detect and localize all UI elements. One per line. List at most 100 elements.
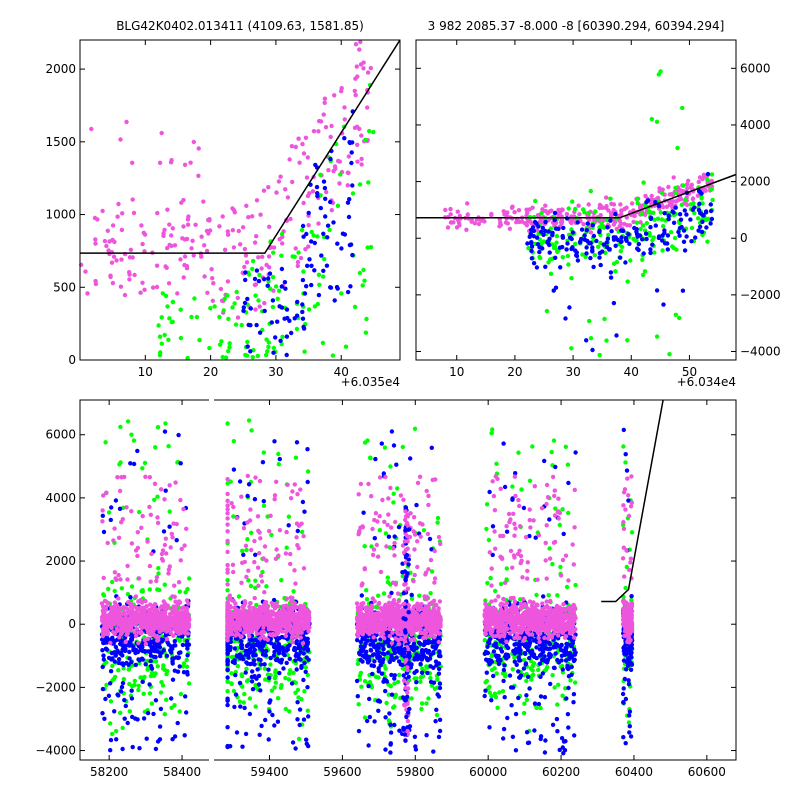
bottom-point-blue bbox=[372, 652, 377, 657]
bottom-point-blue bbox=[272, 439, 277, 444]
bottom-point-magenta bbox=[121, 623, 126, 629]
bottom-point-blue bbox=[432, 640, 438, 645]
bottom-point-magenta bbox=[115, 612, 121, 617]
top-left-point-green bbox=[250, 258, 256, 264]
top-left-point-blue bbox=[243, 270, 248, 275]
top-right-point-green bbox=[651, 235, 656, 240]
top-right-point-blue bbox=[611, 300, 617, 306]
bottom-point-magenta bbox=[142, 618, 147, 623]
top-left-point-magenta bbox=[120, 211, 125, 216]
bottom-point-blue bbox=[388, 730, 394, 735]
top-left-point-magenta bbox=[253, 307, 258, 312]
bottom-point-green bbox=[374, 605, 380, 610]
bottom-point-magenta bbox=[127, 626, 132, 631]
bottom-point-magenta bbox=[129, 541, 135, 546]
top-right-model-line bbox=[416, 173, 737, 219]
bottom-point-magenta bbox=[148, 512, 153, 517]
bottom-point-magenta bbox=[233, 601, 238, 606]
bottom-point-blue bbox=[110, 656, 115, 661]
top-right-point-blue bbox=[677, 233, 682, 238]
bottom-point-magenta bbox=[181, 629, 186, 634]
bottom-point-magenta bbox=[269, 624, 275, 629]
top-left-point-blue bbox=[316, 292, 322, 298]
top-right-point-green bbox=[654, 334, 660, 339]
bottom-point-magenta bbox=[229, 501, 234, 506]
top-right-point-green bbox=[634, 196, 640, 202]
top-right-point-blue bbox=[529, 240, 534, 245]
bottom-point-blue bbox=[305, 636, 310, 641]
top-right-point-magenta bbox=[673, 199, 679, 204]
top-right-ytick-label: −4000 bbox=[740, 345, 781, 359]
bottom-point-blue bbox=[256, 673, 262, 679]
top-right-point-blue bbox=[636, 241, 641, 247]
top-right-point-blue bbox=[546, 229, 551, 234]
bottom-point-blue bbox=[296, 654, 301, 659]
top-right-point-blue bbox=[574, 250, 579, 255]
bottom-point-green bbox=[110, 579, 115, 585]
top-right-point-green bbox=[541, 239, 546, 244]
top-right-point-magenta bbox=[528, 219, 533, 224]
top-left-point-green bbox=[352, 304, 358, 310]
top-right-point-green bbox=[560, 255, 565, 260]
bottom-point-magenta bbox=[108, 640, 113, 646]
top-left-title: BLG42K0402.013411 (4109.63, 1581.85) bbox=[116, 19, 364, 33]
top-right-xtick-label: 20 bbox=[507, 365, 522, 379]
bottom-point-green bbox=[287, 668, 293, 673]
bottom-point-blue bbox=[175, 669, 181, 674]
top-left-point-green bbox=[170, 299, 176, 305]
bottom-point-blue bbox=[296, 642, 301, 648]
bottom-point-blue bbox=[437, 650, 442, 655]
top-right-point-magenta bbox=[588, 230, 594, 235]
bottom-point-blue bbox=[277, 456, 282, 462]
top-right-point-green bbox=[587, 318, 592, 324]
bottom-point-green bbox=[172, 703, 177, 708]
bottom-point-magenta bbox=[245, 473, 250, 479]
bottom-point-magenta bbox=[225, 498, 230, 503]
top-left-point-blue bbox=[350, 183, 355, 188]
top-right-point-blue bbox=[543, 228, 548, 234]
bottom-point-blue bbox=[108, 681, 113, 686]
top-left-point-blue bbox=[271, 350, 276, 355]
bottom-point-green bbox=[147, 691, 153, 696]
bottom-point-blue bbox=[271, 653, 277, 658]
top-right-point-magenta bbox=[700, 176, 705, 182]
bottom-point-magenta bbox=[225, 567, 230, 572]
bottom-point-magenta bbox=[136, 640, 141, 646]
top-left-point-magenta bbox=[361, 66, 366, 71]
bottom-point-magenta bbox=[138, 608, 143, 614]
bottom-point-blue bbox=[184, 638, 190, 644]
bottom-point-blue bbox=[243, 648, 248, 654]
bottom-point-magenta bbox=[145, 630, 151, 635]
bottom-point-magenta bbox=[261, 556, 266, 561]
bottom-point-green bbox=[356, 702, 361, 707]
bottom-point-magenta bbox=[143, 641, 149, 647]
top-left-point-green bbox=[338, 172, 343, 177]
top-right-point-blue bbox=[587, 240, 592, 246]
top-left-point-magenta bbox=[167, 242, 172, 248]
bottom-point-blue bbox=[100, 711, 105, 716]
bottom-point-blue bbox=[256, 682, 262, 687]
top-right-point-blue bbox=[552, 217, 557, 223]
top-left-point-green bbox=[220, 354, 225, 360]
top-right-point-blue bbox=[635, 234, 640, 239]
bottom-point-green bbox=[239, 673, 245, 679]
top-left-point-blue bbox=[306, 210, 311, 216]
bottom-point-green bbox=[276, 462, 281, 467]
bottom-point-blue bbox=[389, 672, 394, 678]
bottom-point-blue bbox=[295, 528, 300, 534]
bottom-point-magenta bbox=[249, 625, 255, 630]
bottom-point-blue bbox=[429, 445, 434, 450]
bottom-point-green bbox=[424, 664, 429, 669]
top-left-ytick-label: 1000 bbox=[45, 208, 76, 222]
bottom-point-blue bbox=[246, 482, 252, 487]
bottom-point-blue bbox=[359, 593, 364, 598]
top-left-point-green bbox=[156, 323, 161, 328]
top-right-point-green bbox=[649, 116, 654, 122]
top-left-point-magenta bbox=[339, 86, 344, 91]
top-left-point-magenta bbox=[127, 272, 132, 277]
bottom-point-magenta bbox=[270, 631, 276, 637]
bottom-point-blue bbox=[225, 698, 230, 703]
bottom-point-blue bbox=[356, 728, 362, 734]
top-right-point-magenta bbox=[617, 224, 622, 229]
bottom-point-magenta bbox=[247, 604, 252, 610]
